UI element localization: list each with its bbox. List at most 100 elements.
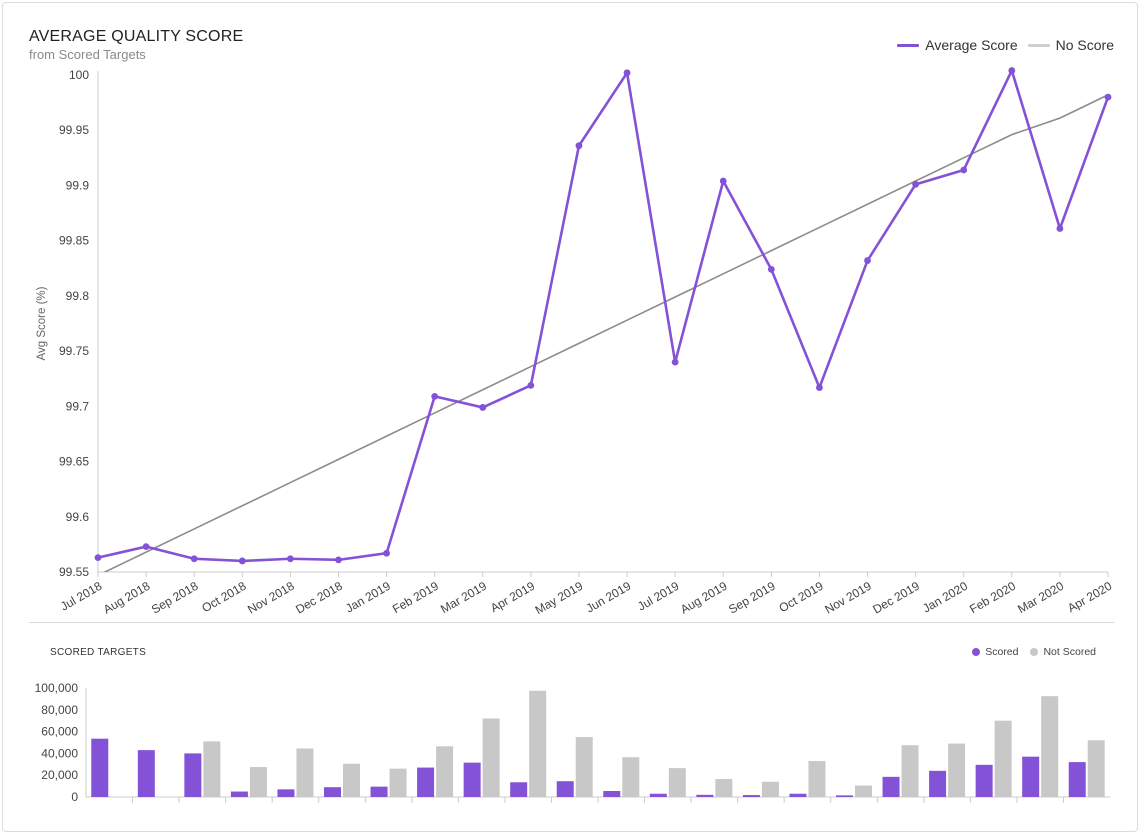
not-scored-bar: [948, 743, 966, 797]
line-x-tick-label: Feb 2020: [967, 579, 1018, 617]
line-x-tick-label: Sep 2018: [149, 579, 201, 617]
scored-bar: [463, 762, 481, 797]
scored-bar: [1022, 756, 1040, 797]
line-x-tick-label: Jul 2018: [58, 579, 105, 614]
line-y-tick-label: 99.7: [66, 399, 90, 413]
section-divider: [29, 622, 1114, 623]
average-score-point: [864, 257, 871, 264]
bar-chart-legend: Scored Not Scored: [960, 646, 1096, 658]
scored-bar: [324, 787, 341, 797]
line-x-tick-label: Apr 2020: [1065, 579, 1114, 616]
average-score-point: [671, 358, 679, 366]
average-score-point: [335, 556, 342, 564]
scored-bar: [742, 795, 760, 797]
average-score-point: [142, 543, 150, 550]
not-scored-bar: [994, 720, 1012, 797]
average-score-point: [1008, 67, 1016, 74]
line-x-tick-label: Jun 2019: [584, 579, 634, 616]
chart-title: AVERAGE QUALITY SCORE: [29, 28, 244, 45]
legend-item-scored[interactable]: Scored: [972, 646, 1018, 658]
scored-bar: [510, 782, 528, 797]
scored-bar: [91, 738, 109, 797]
average-score-point: [575, 142, 583, 150]
scored-bar: [137, 750, 155, 797]
line-x-tick-label: May 2019: [533, 579, 586, 618]
line-x-tick-label: Mar 2020: [1015, 579, 1066, 617]
scored-bar: [975, 764, 993, 797]
not-scored-bar: [808, 761, 826, 797]
line-y-tick-label: 99.85: [59, 234, 89, 248]
average-score-swatch: [897, 43, 920, 47]
not-scored-bar: [901, 745, 919, 797]
legend-item-not-scored[interactable]: Not Scored: [1030, 646, 1096, 658]
average-score-point: [238, 557, 246, 565]
bar-y-tick-label: 40,000: [41, 746, 78, 760]
legend-label-no-score: No Score: [1055, 37, 1114, 53]
bar-y-tick-label: 20,000: [41, 768, 78, 782]
line-x-tick-label: Aug 2019: [678, 579, 730, 617]
not-scored-swatch: [1030, 648, 1039, 656]
average-score-point: [527, 381, 535, 389]
bar-y-tick-label: 0: [71, 790, 78, 804]
average-score-point: [767, 265, 775, 273]
chart-subtitle: from Scored Targets: [29, 47, 146, 62]
line-x-tick-label: Nov 2019: [822, 579, 874, 617]
not-scored-bar: [343, 763, 360, 797]
line-x-tick-label: Jan 2019: [343, 579, 393, 616]
line-x-tick-label: Jan 2020: [920, 579, 970, 616]
line-x-tick-label: Mar 2019: [438, 579, 489, 617]
line-x-tick-label: Jul 2019: [635, 579, 682, 614]
average-score-point: [190, 555, 198, 563]
line-y-tick-label: 99.95: [59, 123, 89, 137]
line-y-tick-label: 99.9: [66, 178, 90, 192]
bar-y-tick-label: 60,000: [41, 725, 78, 739]
scored-bar: [649, 793, 667, 797]
average-score-point: [479, 404, 487, 411]
average-score-series-line: [97, 69, 1110, 563]
scored-bar: [603, 791, 621, 797]
bar-y-tick-label: 100,000: [35, 681, 79, 695]
scored-swatch: [972, 648, 981, 656]
not-scored-bar: [436, 746, 454, 797]
line-y-tick-label: 99.55: [59, 565, 89, 579]
legend-item-average-score[interactable]: Average Score: [897, 37, 1018, 53]
line-x-tick-label: Aug 2018: [101, 579, 153, 617]
bar-chart-title: SCORED TARGETS: [50, 647, 147, 658]
average-score-point: [94, 554, 102, 562]
line-y-tick-label: 99.8: [66, 289, 90, 303]
scored-bar: [277, 789, 295, 797]
legend-label-not-scored: Not Scored: [1043, 646, 1096, 658]
not-scored-bar: [622, 757, 640, 797]
not-scored-bar: [575, 737, 593, 797]
not-scored-bar: [529, 690, 547, 797]
scored-bar: [1068, 762, 1086, 797]
not-scored-bar: [482, 718, 500, 797]
no-score-swatch: [1027, 43, 1050, 47]
line-x-tick-label: Oct 2018: [199, 579, 248, 616]
average-score-point: [286, 555, 294, 563]
average-score-point: [816, 384, 823, 391]
not-scored-bar: [715, 779, 733, 797]
scored-bar: [836, 795, 853, 797]
average-score-point: [383, 549, 390, 557]
line-y-axis-label: Avg Score (%): [36, 286, 48, 360]
scored-bar: [929, 770, 947, 797]
no-score-series-line: [103, 94, 1109, 572]
scored-bar: [789, 793, 807, 797]
scored-bar: [370, 786, 388, 797]
not-scored-bar: [761, 781, 779, 797]
legend-item-no-score[interactable]: No Score: [1027, 37, 1114, 53]
line-y-tick-label: 99.6: [66, 510, 90, 524]
legend-label-scored: Scored: [985, 646, 1019, 658]
not-scored-bar: [668, 768, 686, 797]
line-y-tick-label: 100: [69, 68, 89, 82]
line-y-tick-label: 99.75: [59, 344, 89, 358]
scored-bar: [230, 791, 248, 797]
not-scored-bar: [1041, 696, 1059, 797]
line-x-tick-label: Sep 2019: [726, 579, 778, 617]
not-scored-bar: [249, 767, 267, 797]
line-x-tick-label: Dec 2018: [293, 579, 345, 617]
line-x-tick-label: Nov 2018: [245, 579, 297, 617]
scored-bar: [696, 794, 714, 797]
